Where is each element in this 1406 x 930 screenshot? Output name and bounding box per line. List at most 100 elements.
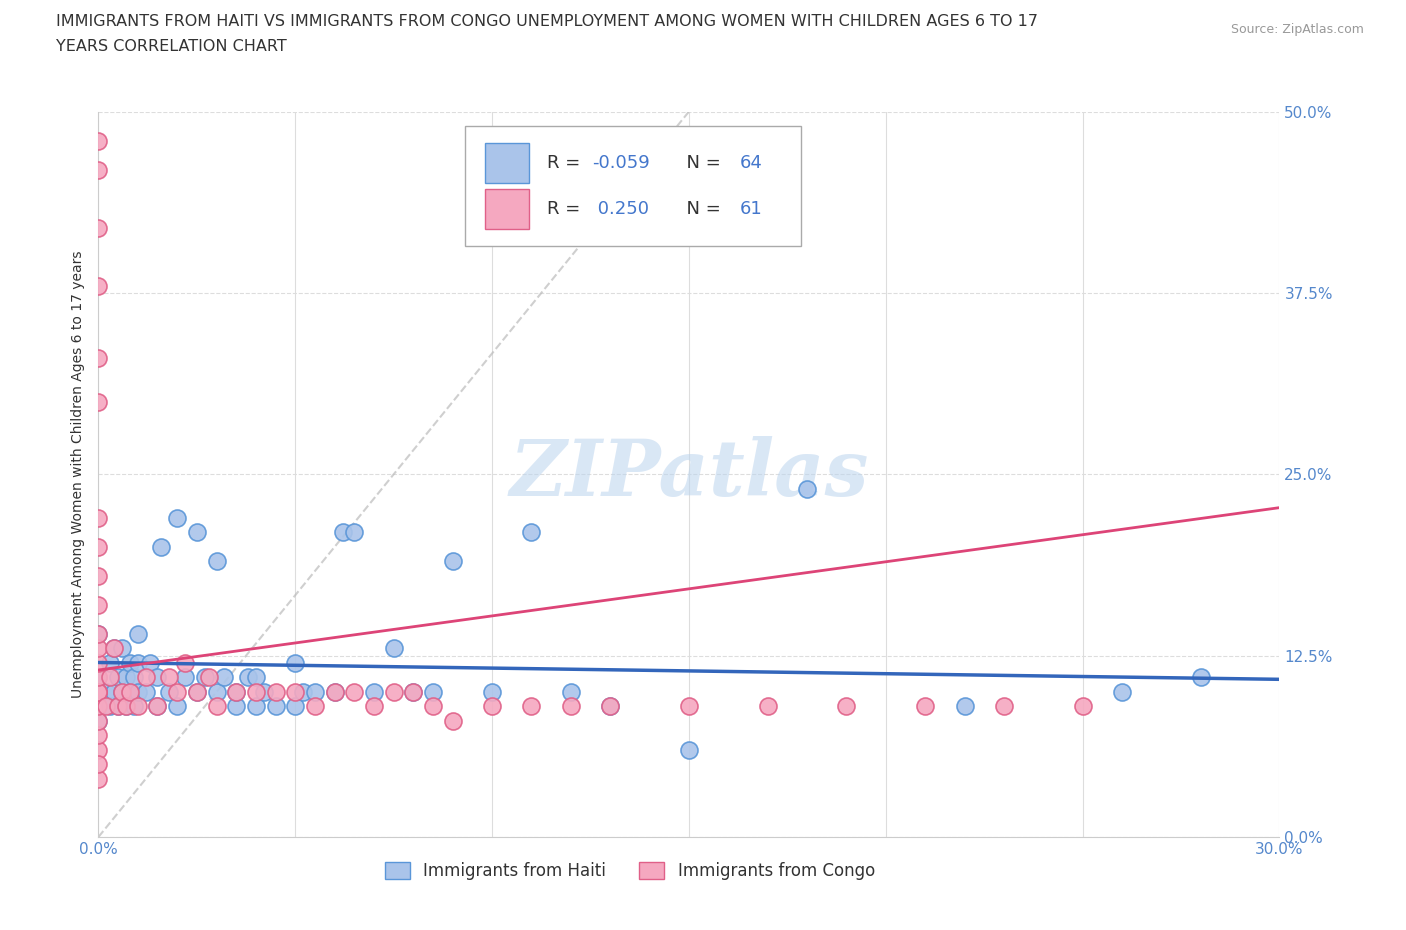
Point bbox=[225, 684, 247, 699]
Point bbox=[98, 699, 121, 714]
Point bbox=[157, 670, 180, 684]
Point bbox=[107, 699, 129, 714]
Point bbox=[111, 684, 134, 699]
Point bbox=[87, 684, 110, 699]
Text: R =: R = bbox=[547, 153, 586, 172]
Point bbox=[87, 597, 110, 612]
Point bbox=[87, 670, 110, 684]
Point bbox=[186, 684, 208, 699]
Point bbox=[225, 684, 247, 699]
Point bbox=[186, 525, 208, 539]
Point bbox=[166, 684, 188, 699]
Point bbox=[166, 511, 188, 525]
Point bbox=[103, 641, 125, 656]
Point bbox=[103, 684, 125, 699]
Point bbox=[157, 684, 180, 699]
Point bbox=[245, 670, 267, 684]
Point bbox=[402, 684, 425, 699]
Point bbox=[96, 684, 118, 699]
Point bbox=[382, 641, 405, 656]
Point bbox=[174, 670, 197, 684]
Point bbox=[122, 670, 145, 684]
Point bbox=[135, 684, 157, 699]
Point bbox=[87, 699, 110, 714]
Point bbox=[115, 699, 138, 714]
Point bbox=[174, 656, 197, 671]
Point bbox=[122, 699, 145, 714]
Point bbox=[323, 684, 346, 699]
Text: N =: N = bbox=[675, 153, 727, 172]
Point bbox=[87, 278, 110, 293]
Text: YEARS CORRELATION CHART: YEARS CORRELATION CHART bbox=[56, 39, 287, 54]
Y-axis label: Unemployment Among Women with Children Ages 6 to 17 years: Unemployment Among Women with Children A… bbox=[70, 250, 84, 698]
Point bbox=[1071, 699, 1094, 714]
Point bbox=[87, 162, 110, 177]
Point bbox=[481, 699, 503, 714]
Point bbox=[678, 742, 700, 757]
Point bbox=[87, 627, 110, 642]
Point bbox=[87, 742, 110, 757]
Point bbox=[197, 670, 219, 684]
Point bbox=[332, 525, 354, 539]
Point bbox=[135, 670, 157, 684]
Point bbox=[225, 699, 247, 714]
Point bbox=[87, 568, 110, 583]
Text: 64: 64 bbox=[740, 153, 762, 172]
Text: R =: R = bbox=[547, 200, 586, 219]
Point bbox=[115, 699, 138, 714]
Point bbox=[993, 699, 1015, 714]
Text: 0.250: 0.250 bbox=[592, 200, 650, 219]
Point bbox=[284, 656, 307, 671]
Point bbox=[87, 394, 110, 409]
FancyBboxPatch shape bbox=[464, 126, 801, 246]
Point bbox=[107, 670, 129, 684]
Point bbox=[194, 670, 217, 684]
Point bbox=[118, 656, 141, 671]
Point bbox=[363, 684, 385, 699]
Point bbox=[138, 656, 160, 671]
Point bbox=[87, 684, 110, 699]
Point bbox=[87, 133, 110, 148]
Point bbox=[481, 684, 503, 699]
Point bbox=[422, 684, 444, 699]
Point bbox=[253, 684, 276, 699]
Point bbox=[284, 699, 307, 714]
Point bbox=[87, 656, 110, 671]
Text: Source: ZipAtlas.com: Source: ZipAtlas.com bbox=[1230, 23, 1364, 36]
Point bbox=[284, 684, 307, 699]
Point bbox=[87, 757, 110, 772]
Point bbox=[87, 713, 110, 728]
Point bbox=[560, 699, 582, 714]
Point bbox=[118, 684, 141, 699]
Point bbox=[245, 684, 267, 699]
Point bbox=[264, 699, 287, 714]
Point bbox=[560, 684, 582, 699]
Point bbox=[953, 699, 976, 714]
Point bbox=[87, 627, 110, 642]
Point bbox=[205, 554, 228, 569]
Point bbox=[127, 684, 149, 699]
Point bbox=[796, 482, 818, 497]
Point bbox=[245, 699, 267, 714]
Point bbox=[87, 713, 110, 728]
Point bbox=[103, 641, 125, 656]
Point bbox=[87, 539, 110, 554]
Point bbox=[756, 699, 779, 714]
Point bbox=[1111, 684, 1133, 699]
Text: 61: 61 bbox=[740, 200, 762, 219]
Point bbox=[87, 641, 110, 656]
Point bbox=[146, 699, 169, 714]
Point bbox=[363, 699, 385, 714]
Point bbox=[118, 684, 141, 699]
Point bbox=[323, 684, 346, 699]
Legend: Immigrants from Haiti, Immigrants from Congo: Immigrants from Haiti, Immigrants from C… bbox=[378, 856, 882, 886]
Point bbox=[520, 525, 543, 539]
Point bbox=[343, 525, 366, 539]
Point bbox=[382, 684, 405, 699]
Point bbox=[127, 699, 149, 714]
Point bbox=[87, 511, 110, 525]
Point bbox=[402, 684, 425, 699]
Point bbox=[304, 699, 326, 714]
Point bbox=[678, 699, 700, 714]
Point bbox=[150, 539, 173, 554]
